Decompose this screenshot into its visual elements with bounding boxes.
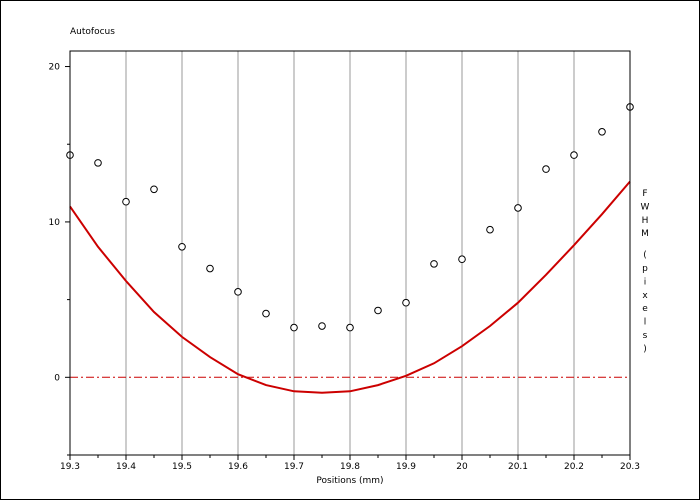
x-axis-label: Positions (mm) [316,476,383,486]
grid-lines [125,51,575,455]
x-axis-ticks: 19.3 19.4 19.5 19.6 19.7 19.8 19.9 20 20.1 20.2 20… [60,455,640,472]
y-axis-label-char: F [642,189,647,199]
y-axis-label-char: e [642,304,648,314]
y-axis-label-char: x [642,291,648,301]
x-tick-label: 20.3 [620,462,640,472]
y-tick-label: 0 [54,373,60,383]
x-tick-label: 19.9 [396,462,416,472]
data-point [430,260,438,268]
x-tick-label: 19.4 [116,462,136,472]
y-axis-label-char: W [641,202,650,212]
x-tick-label: 20.2 [564,462,584,472]
data-point [178,242,186,251]
data-point [514,204,522,212]
x-tick-label: 19.6 [228,462,248,472]
data-point [150,185,158,194]
y-axis-label-char: ( [643,251,647,261]
data-point [542,165,550,173]
x-tick-label: 20.1 [508,462,528,472]
data-point [598,128,606,136]
y-axis-label-char: p [642,264,648,274]
y-axis-label-char: s [643,331,648,341]
fit-curve-layer [69,180,631,394]
data-point [374,306,382,315]
chart-title: Autofocus [70,27,115,37]
y-tick-label: 20 [49,63,61,73]
data-point [206,264,214,273]
y-axis-label-char: ) [643,344,647,354]
y-axis-label-char: M [641,229,649,239]
x-tick-label: 19.3 [60,462,80,472]
data-point [290,323,298,332]
y-tick-label: 10 [49,218,61,228]
data-point [122,197,130,206]
data-point [486,225,494,234]
data-point [458,255,466,264]
data-point [318,322,326,330]
data-point [402,298,410,307]
x-tick-label: 20 [456,462,468,472]
y-axis-label-char: i [644,277,647,287]
x-tick-label: 19.8 [340,462,360,472]
y-axis-label-char: l [644,318,647,328]
x-tick-label: 19.5 [172,462,192,472]
y-axis-label-char: H [642,216,649,226]
data-point [570,151,578,159]
data-points-layer [66,103,634,332]
data-point [262,309,270,318]
fit-curve-line [69,180,631,394]
x-tick-label: 19.7 [284,462,304,472]
data-point [346,323,354,332]
data-point [234,288,242,296]
data-point [94,159,102,167]
y-axis-ticks: 0 10 20 [49,63,70,456]
